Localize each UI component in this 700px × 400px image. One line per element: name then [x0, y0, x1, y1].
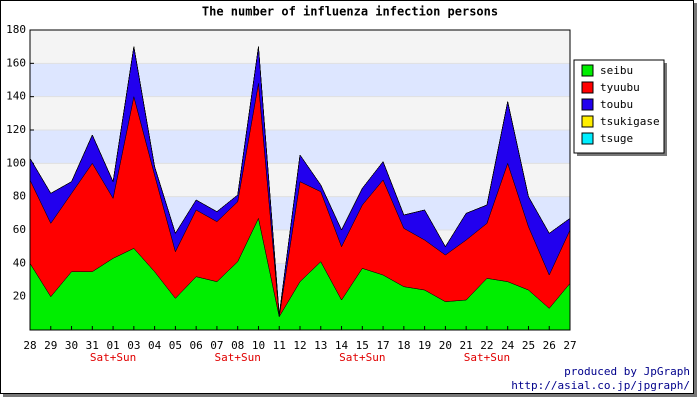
x-tick-label: 20: [439, 339, 452, 352]
annotation: Sat+Sun: [464, 351, 510, 364]
x-tick-label: 26: [543, 339, 556, 352]
legend-label: seibu: [600, 64, 633, 77]
credit: http://asial.co.jp/jpgraph/: [511, 379, 690, 392]
y-tick-label: 100: [6, 156, 26, 169]
x-tick-label: 29: [44, 339, 57, 352]
x-tick-label: 25: [522, 339, 535, 352]
annotation: Sat+Sun: [215, 351, 261, 364]
y-tick-label: 40: [13, 256, 26, 269]
x-tick-label: 11: [273, 339, 286, 352]
legend-swatch: [581, 81, 594, 94]
legend-swatch: [581, 115, 594, 128]
credit: produced by JpGraph: [564, 365, 690, 378]
x-tick-label: 07: [210, 339, 223, 352]
y-tick-label: 80: [13, 190, 26, 203]
band: [30, 30, 570, 64]
x-tick-label: 27: [563, 339, 576, 352]
annotation: Sat+Sun: [339, 351, 385, 364]
x-tick-label: 03: [127, 339, 140, 352]
x-tick-label: 19: [418, 339, 431, 352]
x-tick-label: 15: [356, 339, 369, 352]
band: [30, 96, 570, 130]
y-tick-label: 60: [13, 223, 26, 236]
legend-label: tsuge: [600, 132, 633, 145]
legend-label: tyuubu: [600, 81, 640, 94]
y-tick-label: 160: [6, 56, 26, 69]
band: [30, 63, 570, 97]
legend-swatch: [581, 64, 594, 77]
x-tick-label: 08: [231, 339, 244, 352]
x-tick-label: 06: [190, 339, 203, 352]
x-tick-label: 30: [65, 339, 78, 352]
x-tick-label: 31: [86, 339, 99, 352]
x-tick-label: 01: [106, 339, 119, 352]
legend-swatch: [581, 132, 594, 145]
x-tick-label: 10: [252, 339, 265, 352]
y-tick-label: 140: [6, 90, 26, 103]
y-tick-label: 120: [6, 123, 26, 136]
x-tick-label: 21: [460, 339, 473, 352]
legend-label: tsukigase: [600, 115, 660, 128]
x-tick-label: 14: [335, 339, 349, 352]
chart-title: The number of influenza infection person…: [202, 5, 498, 19]
x-tick-label: 22: [480, 339, 493, 352]
y-tick-label: 20: [13, 290, 26, 303]
x-tick-label: 13: [314, 339, 327, 352]
y-tick-label: 180: [6, 23, 26, 36]
x-tick-label: 05: [169, 339, 182, 352]
x-tick-label: 12: [293, 339, 306, 352]
legend-swatch: [581, 98, 594, 111]
x-tick-label: 18: [397, 339, 410, 352]
x-tick-label: 28: [23, 339, 36, 352]
x-tick-label: 17: [376, 339, 389, 352]
x-tick-label: 04: [148, 339, 162, 352]
legend-label: toubu: [600, 98, 633, 111]
annotation: Sat+Sun: [90, 351, 136, 364]
x-tick-label: 24: [501, 339, 515, 352]
